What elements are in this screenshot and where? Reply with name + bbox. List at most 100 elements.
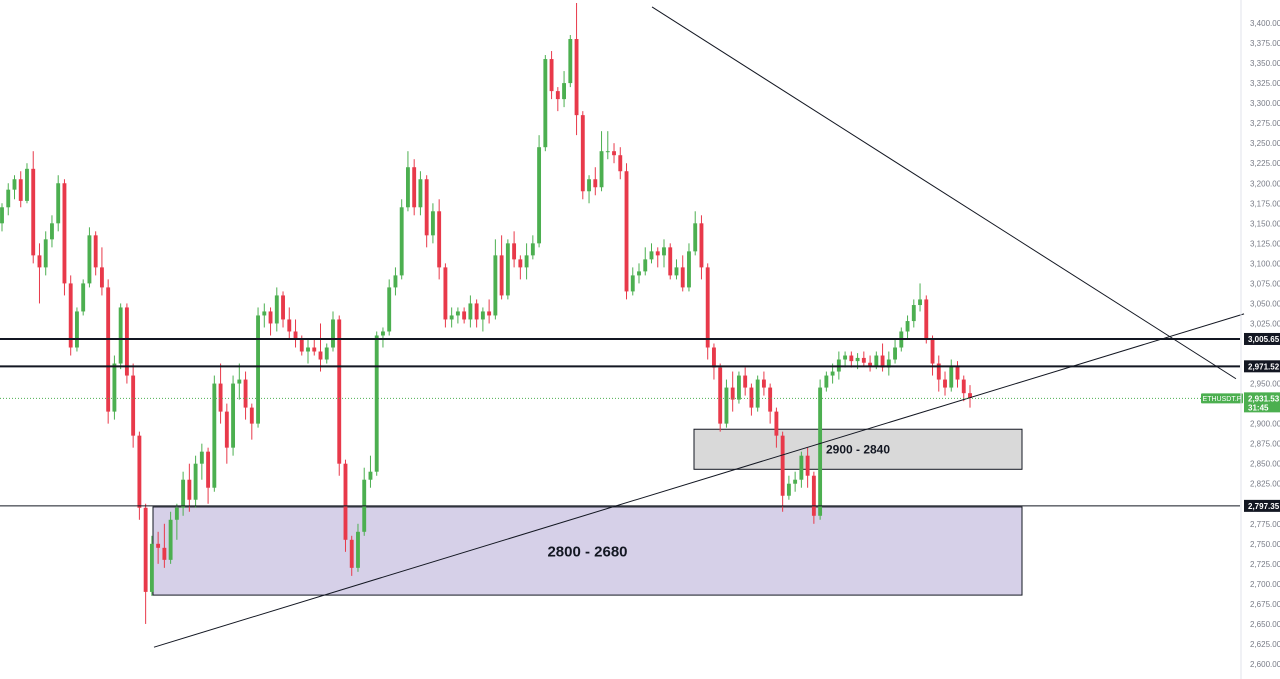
countdown-label: 31:45	[1248, 403, 1269, 412]
candle-body	[174, 507, 179, 520]
candle-body	[212, 383, 217, 488]
candle-body	[793, 479, 798, 484]
candle-body	[318, 351, 323, 360]
last-price-badge[interactable]	[1244, 392, 1280, 413]
level-price-badge[interactable]	[1244, 360, 1280, 373]
y-tick-label: 2,825.00	[1250, 480, 1280, 489]
candle-body	[649, 251, 654, 260]
candle-body	[25, 168, 29, 201]
candle-body	[637, 271, 641, 276]
trendline	[153, 313, 1245, 648]
last-price-line: ETHUSDT.P	[0, 393, 1243, 404]
candle-body	[655, 251, 660, 256]
y-tick-label: 3,150.00	[1250, 219, 1280, 228]
candle-body	[699, 223, 704, 268]
zone-label: 2800 - 2680	[547, 543, 627, 560]
candle-body	[449, 315, 454, 320]
y-tick-label: 2,750.00	[1250, 540, 1280, 549]
y-tick-label: 2,950.00	[1250, 380, 1280, 389]
symbol-label: ETHUSDT.P	[1203, 396, 1242, 403]
candle-body	[874, 355, 879, 366]
candle-body	[893, 347, 897, 360]
candle-body	[287, 319, 292, 332]
candle-body	[274, 295, 279, 324]
candle-body	[149, 543, 154, 592]
candle-body	[861, 357, 866, 363]
candle-body	[549, 59, 554, 92]
candle-body	[505, 243, 510, 296]
candle-body	[936, 363, 941, 380]
candle-body	[112, 363, 117, 412]
candle-body	[131, 375, 136, 436]
y-tick-label: 2,875.00	[1250, 440, 1280, 449]
candle-body	[418, 179, 423, 208]
y-tick-label: 3,100.00	[1250, 259, 1280, 268]
candle-body	[662, 247, 666, 256]
candle-body	[462, 311, 467, 320]
candle-body	[774, 411, 779, 436]
price-axis[interactable]: 3,400.00 3,375.00 3,350.00 3,325.00 3,300.00…	[1240, 0, 1280, 679]
candle-body	[605, 151, 610, 153]
candle-body	[499, 255, 504, 296]
candle-body	[468, 303, 473, 320]
y-tick-label: 3,025.00	[1250, 319, 1280, 328]
candle-body	[555, 91, 560, 100]
candle-body	[231, 383, 236, 448]
candle-body	[943, 379, 947, 388]
candle-body	[724, 387, 729, 424]
candle-body	[780, 435, 785, 496]
candle-body	[262, 311, 267, 316]
candle-body	[12, 179, 17, 190]
y-tick-label: 3,400.00	[1250, 19, 1280, 28]
candle-body	[843, 355, 848, 360]
horizontal-levels	[0, 337, 1240, 507]
candle-body	[50, 223, 54, 240]
candle-body	[0, 207, 4, 224]
candle-body	[75, 311, 79, 348]
candle-body	[612, 151, 616, 156]
candle-body	[312, 347, 317, 352]
candle-body	[168, 519, 173, 560]
candle-body	[162, 547, 167, 560]
candle-body	[337, 319, 342, 464]
candle-body	[368, 471, 373, 480]
candle-body	[224, 411, 229, 448]
candle-body	[487, 311, 492, 316]
candle-body	[705, 267, 710, 348]
y-tick-label: 2,850.00	[1250, 460, 1280, 469]
y-tick-label: 3,200.00	[1250, 179, 1280, 188]
level-price-badge[interactable]	[1244, 332, 1280, 345]
y-tick-label: 3,050.00	[1250, 299, 1280, 308]
candle-body	[680, 267, 685, 288]
candle-body	[761, 379, 766, 388]
candle-body	[181, 479, 186, 508]
candle-body	[187, 479, 192, 500]
y-tick-label: 2,900.00	[1250, 420, 1280, 429]
candle-body	[43, 239, 48, 268]
candle-body	[880, 355, 885, 368]
candle-body	[805, 455, 810, 476]
candle-body	[218, 383, 223, 412]
y-tick-label: 3,275.00	[1250, 119, 1280, 128]
candle-body	[736, 375, 741, 400]
candle-body	[755, 379, 760, 408]
y-tick-label: 3,250.00	[1250, 139, 1280, 148]
y-tick-label: 3,125.00	[1250, 239, 1280, 248]
candle-body	[293, 331, 298, 340]
level-price-badge[interactable]	[1244, 499, 1280, 512]
candle-body	[412, 167, 417, 208]
candle-body	[424, 179, 429, 236]
candle-body	[343, 463, 348, 540]
candle-body	[730, 387, 735, 400]
candle-body	[99, 267, 104, 288]
candle-body	[443, 267, 448, 320]
candle-body	[381, 331, 385, 336]
candle-body	[930, 339, 935, 364]
candle-body	[968, 393, 972, 398]
candle-body	[911, 305, 916, 322]
candle-body	[237, 379, 242, 384]
y-tick-label: 3,300.00	[1250, 99, 1280, 108]
candle-body	[868, 362, 873, 366]
candle-body	[718, 367, 723, 424]
